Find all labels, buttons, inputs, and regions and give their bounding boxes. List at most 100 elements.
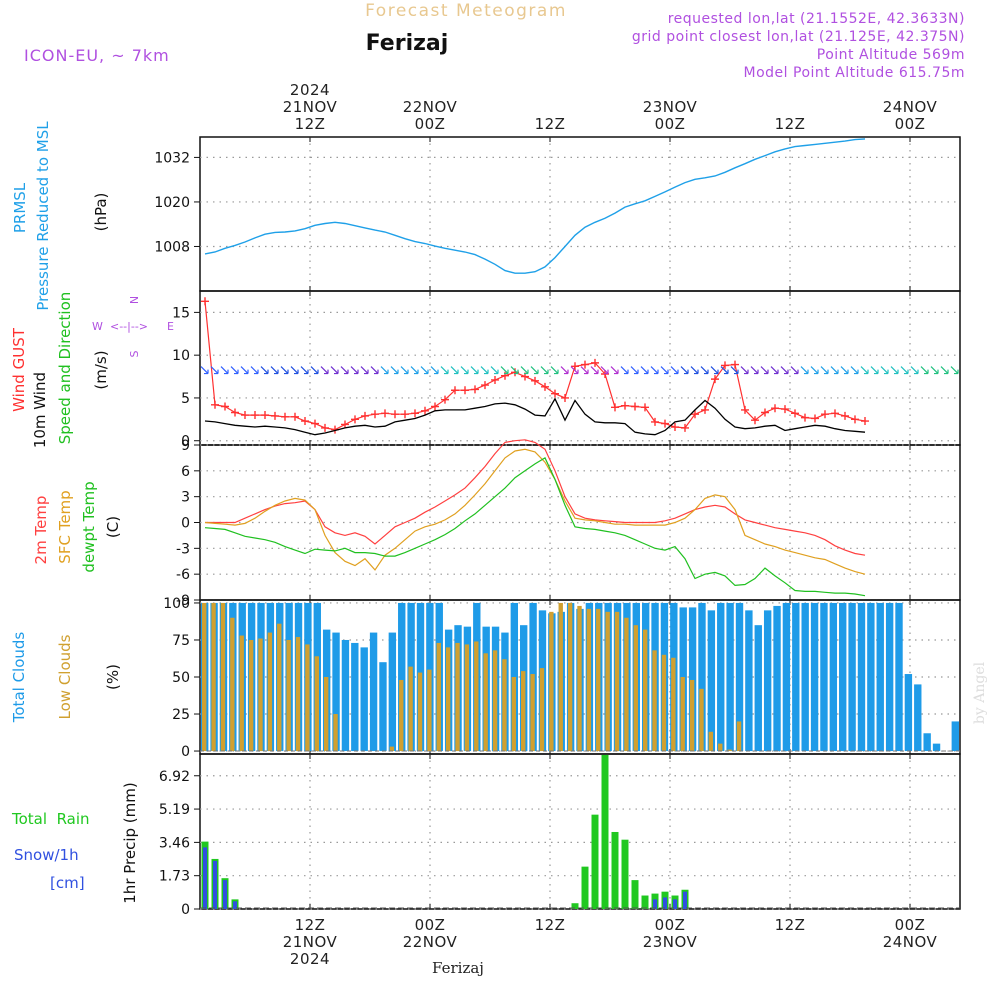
- wind-arrow: [680, 366, 689, 375]
- gust-marker: [791, 409, 799, 418]
- top-tick-label: 23NOV: [643, 98, 698, 116]
- total-cloud-bar: [895, 602, 903, 752]
- gust-marker: [691, 410, 699, 419]
- gust-marker: [701, 405, 709, 414]
- y-tick-label: 3.46: [159, 835, 190, 851]
- wind-arrow: [910, 366, 919, 375]
- y-tick-label: 0: [181, 902, 190, 918]
- compass-e: E: [167, 320, 174, 333]
- wind10m-label: 10m Wind: [31, 372, 49, 448]
- left-labels: PRMSL Pressure Reduced to MSL (hPa) Wind…: [10, 121, 174, 904]
- low-cloud-bar: [295, 637, 301, 752]
- total-clouds-label: Total Clouds: [10, 632, 28, 724]
- wind-arrow: [240, 366, 249, 375]
- bottom-tick-label: 23NOV: [643, 933, 698, 951]
- total-cloud-bar: [688, 607, 697, 752]
- model-label: ICON-EU, ~ 7km: [24, 46, 170, 65]
- wind-arrow: [860, 366, 869, 375]
- gust-marker: [401, 410, 409, 419]
- low-cloud-bar: [624, 617, 629, 752]
- dewpt-line: [204, 457, 866, 597]
- gust-marker: [371, 410, 379, 419]
- gust-marker: [571, 362, 579, 371]
- y-tick-label: -3: [176, 541, 190, 557]
- y-tick-label: 10: [172, 348, 190, 364]
- wind-arrow: [750, 366, 759, 375]
- total-cloud-bar: [707, 610, 716, 752]
- gust-marker: [271, 411, 279, 420]
- wind-arrow: [940, 366, 949, 375]
- snow-bar: [223, 880, 227, 909]
- total-cloud-bar: [792, 602, 800, 752]
- gust-marker: [821, 410, 829, 419]
- low-clouds-label: Low Clouds: [56, 634, 74, 719]
- compass-s: S: [128, 350, 141, 357]
- wind-arrow: [820, 366, 829, 375]
- rain-bar: [621, 839, 629, 909]
- low-cloud-bar: [399, 679, 404, 752]
- total-cloud-bar: [379, 662, 387, 752]
- panel-frame: [199, 444, 961, 601]
- wind-arrow: [530, 366, 539, 375]
- total-cloud-bar: [801, 602, 809, 752]
- rain-bar: [601, 754, 609, 909]
- wind-arrow: [650, 366, 659, 375]
- wind-arrow: [200, 366, 209, 375]
- wind-arrow: [690, 366, 699, 375]
- low-cloud-bar: [521, 671, 526, 752]
- watermark: by Angel: [972, 661, 988, 724]
- wind-arrow: [290, 366, 299, 375]
- wind-arrow: [740, 366, 749, 375]
- total-rain-label: Total Rain: [11, 810, 90, 828]
- total-cloud-bar: [763, 610, 772, 752]
- top-tick-label: 00Z: [895, 115, 926, 133]
- gust-marker: [421, 406, 429, 415]
- snow-label: Snow/1h: [14, 846, 79, 864]
- low-cloud-bar: [718, 743, 723, 752]
- low-cloud-bar: [642, 629, 648, 752]
- wind-arrow: [470, 366, 479, 375]
- gust-marker: [391, 410, 399, 419]
- gust-marker: [281, 412, 289, 421]
- gust-marker: [201, 297, 209, 306]
- wind-arrow: [600, 366, 609, 375]
- compass-arrows: <--|-->: [110, 320, 148, 333]
- total-cloud-bar: [369, 632, 378, 752]
- cloud-unit: (%): [104, 664, 122, 690]
- footer-location: Ferizaj: [432, 959, 484, 977]
- low-cloud-bar: [652, 650, 657, 752]
- snow-bar: [203, 847, 207, 909]
- bottom-tick-label: 22NOV: [403, 933, 458, 951]
- wind-direction-arrows: [200, 366, 959, 375]
- y-tick-label: 0: [181, 434, 190, 450]
- wind-arrow: [540, 366, 549, 375]
- total-cloud-bar: [398, 602, 406, 752]
- gust-marker: [611, 403, 619, 412]
- gust-marker: [681, 423, 689, 432]
- low-cloud-bar: [680, 677, 685, 752]
- rain-bar: [581, 866, 589, 909]
- wind-arrow: [220, 366, 229, 375]
- total-cloud-bar: [951, 721, 959, 752]
- snow-bar: [213, 860, 217, 909]
- top-tick-label: 24NOV: [883, 98, 938, 116]
- wind-arrow: [580, 366, 589, 375]
- snow-bar: [653, 899, 657, 909]
- wind-arrow: [570, 366, 579, 375]
- y-tick-label: 1020: [154, 195, 190, 211]
- low-cloud-bar: [314, 656, 319, 752]
- gust-marker: [861, 417, 869, 426]
- gust-marker: [291, 412, 299, 421]
- y-tick-label: 6: [181, 464, 190, 480]
- y-tick-label: 3: [181, 490, 190, 506]
- wind-arrow: [880, 366, 889, 375]
- low-cloud-bar: [671, 657, 676, 752]
- compass-n: N: [128, 296, 141, 304]
- wind-arrow: [480, 366, 489, 375]
- bottom-tick-label: 12Z: [295, 916, 326, 934]
- snow-bar: [233, 901, 237, 909]
- gust-marker: [411, 409, 419, 418]
- precip-bars: [200, 754, 960, 909]
- bottom-tick-label: 00Z: [655, 916, 686, 934]
- gust-marker: [651, 417, 659, 426]
